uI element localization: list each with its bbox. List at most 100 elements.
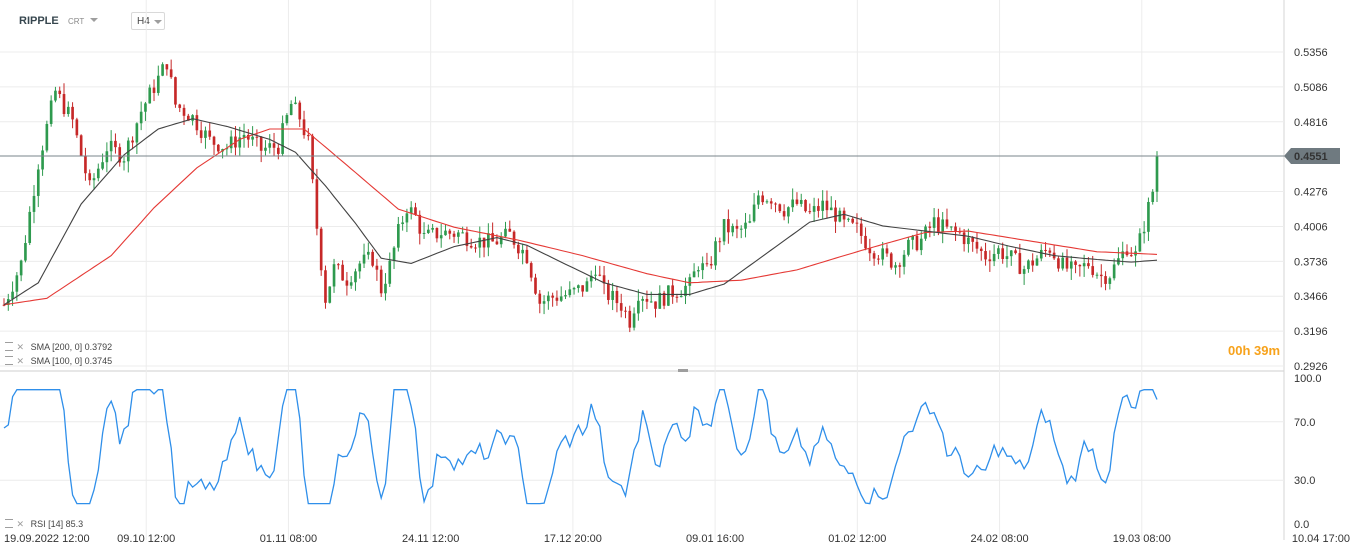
- rsi-tick-label: 30.0: [1294, 475, 1315, 487]
- sma200-legend[interactable]: ✕ SMA [200, 0] 0.3792: [5, 341, 112, 353]
- candle-body: [311, 135, 314, 180]
- candle-body: [748, 221, 752, 223]
- candle-body: [165, 64, 169, 70]
- grid-lines: [0, 0, 1285, 540]
- candle-body: [24, 242, 27, 261]
- price-tick-label: 0.3736: [1294, 256, 1328, 268]
- candle-body: [229, 136, 233, 149]
- candle-body: [1035, 258, 1039, 266]
- candle-body: [495, 241, 499, 245]
- candle-body: [131, 140, 134, 143]
- candle-body: [1009, 250, 1013, 257]
- candle-body: [109, 140, 113, 152]
- candle-body: [808, 211, 812, 213]
- candle-body: [688, 277, 692, 286]
- candle-body: [787, 207, 790, 217]
- price-tick-label: 0.4816: [1294, 117, 1328, 129]
- candle-body: [465, 232, 469, 246]
- candle-body: [662, 292, 666, 306]
- candle-body: [894, 265, 897, 268]
- candle-body: [555, 297, 559, 301]
- candle-body: [152, 87, 156, 93]
- timeframe-value: H4: [137, 16, 150, 27]
- candle-body: [637, 300, 640, 314]
- candle-body: [907, 239, 910, 255]
- settings-lines-icon[interactable]: [5, 356, 13, 365]
- candle-body: [769, 201, 773, 204]
- candle-body: [885, 248, 889, 254]
- candle-body: [572, 288, 576, 290]
- close-icon[interactable]: ✕: [16, 519, 25, 529]
- sma100-legend[interactable]: ✕ SMA [100, 0] 0.3745: [5, 355, 112, 367]
- candle-body: [791, 199, 794, 208]
- candle-body: [1104, 276, 1107, 284]
- candle-body: [1121, 251, 1125, 259]
- candle-body: [868, 248, 872, 254]
- candle-body: [487, 233, 490, 248]
- close-icon[interactable]: ✕: [16, 356, 25, 366]
- candle-body: [1014, 250, 1017, 254]
- candle-body: [371, 251, 374, 266]
- price-tick-label: 0.4006: [1294, 221, 1328, 233]
- candle-body: [379, 269, 383, 294]
- candle-body: [988, 259, 992, 262]
- price-tick-label: 0.5356: [1294, 47, 1328, 59]
- candle-body: [949, 226, 953, 228]
- symbol-name[interactable]: RIPPLE: [19, 15, 59, 27]
- candle-body: [731, 225, 734, 233]
- candle-body: [508, 228, 512, 232]
- close-icon[interactable]: ✕: [16, 342, 25, 352]
- candle-body: [632, 313, 636, 328]
- candle-body: [345, 280, 349, 286]
- candle-body: [114, 140, 117, 148]
- date-tick-label: 01.02 12:00: [828, 533, 886, 545]
- candle-body: [778, 204, 782, 212]
- candle-body: [521, 249, 524, 254]
- candle-body: [1005, 256, 1009, 259]
- sma-lines: [3, 118, 1158, 306]
- candle-body: [1108, 278, 1112, 284]
- candle-body: [405, 213, 409, 223]
- candle-body: [722, 219, 726, 242]
- rsi-line: [3, 389, 1158, 505]
- candle-body: [75, 119, 79, 136]
- candle-body: [765, 201, 769, 203]
- candle-body: [444, 230, 447, 236]
- settings-lines-icon[interactable]: [5, 342, 13, 351]
- panel-resize-handle: [678, 369, 688, 372]
- symbol-dropdown-icon[interactable]: [90, 18, 98, 22]
- candle-body: [945, 219, 949, 227]
- candle-body: [992, 253, 996, 262]
- candle-body: [564, 295, 567, 297]
- candle-body: [328, 286, 332, 303]
- candle-body: [859, 223, 863, 236]
- current-price-label: 0.4551: [1294, 151, 1328, 163]
- settings-lines-icon[interactable]: [5, 519, 13, 528]
- candle-body: [517, 244, 520, 254]
- candle-body: [825, 200, 829, 211]
- candle-body: [474, 247, 477, 249]
- candle-body: [1138, 233, 1142, 252]
- candle-body: [714, 241, 717, 266]
- candle-body: [1082, 263, 1086, 267]
- candle-body: [255, 136, 259, 138]
- timeframe-select[interactable]: H4: [131, 12, 165, 30]
- candle-body: [877, 258, 880, 260]
- rsi-legend[interactable]: ✕ RSI [14] 85.3: [5, 518, 83, 530]
- candle-body: [32, 195, 36, 212]
- candle-body: [697, 270, 700, 272]
- candle-body: [932, 217, 936, 228]
- candle-body: [36, 169, 40, 196]
- candle-body: [529, 263, 533, 278]
- candle-body: [242, 134, 246, 138]
- candle-body: [542, 301, 546, 304]
- candle-body: [45, 123, 49, 151]
- candle-body: [101, 162, 104, 169]
- candle-body: [589, 275, 593, 282]
- candle-body: [452, 233, 456, 237]
- candle-body: [568, 289, 572, 296]
- candle-body: [392, 247, 396, 261]
- candle-body: [216, 144, 220, 152]
- candle-body: [191, 115, 194, 121]
